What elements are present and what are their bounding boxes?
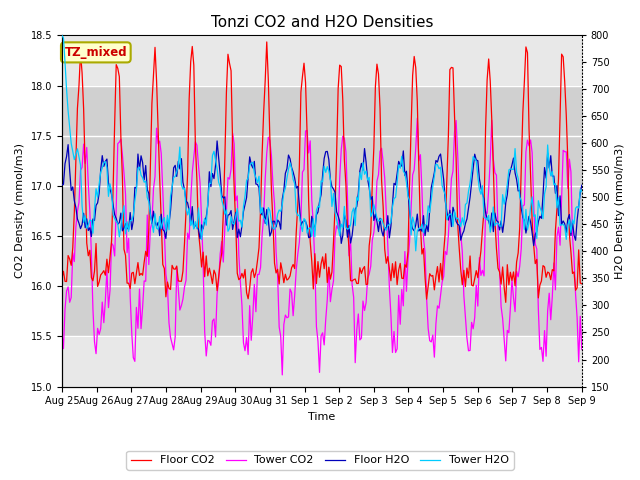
Floor H2O <box>215 155 223 161</box>
Floor H2O <box>64 142 72 147</box>
Floor CO2 <box>485 56 493 62</box>
Floor H2O <box>491 210 499 216</box>
Tower H2O <box>578 189 586 194</box>
Y-axis label: H2O Density (mmol/m3): H2O Density (mmol/m3) <box>615 143 625 279</box>
Floor H2O <box>213 138 221 144</box>
Tower CO2 <box>413 115 421 121</box>
X-axis label: Time: Time <box>308 412 335 422</box>
Tower H2O <box>412 248 420 254</box>
Floor CO2 <box>263 39 271 45</box>
Tower CO2 <box>213 291 221 297</box>
Title: Tonzi CO2 and H2O Densities: Tonzi CO2 and H2O Densities <box>211 15 433 30</box>
Line: Floor H2O: Floor H2O <box>62 141 582 246</box>
Y-axis label: CO2 Density (mmol/m3): CO2 Density (mmol/m3) <box>15 144 25 278</box>
Tower CO2 <box>64 284 72 290</box>
Tower CO2 <box>493 172 500 178</box>
Floor CO2 <box>58 276 66 281</box>
Bar <box>62 85 582 336</box>
Tower CO2 <box>173 265 180 271</box>
Tower H2O <box>173 169 180 175</box>
Tower CO2 <box>278 372 286 378</box>
Tower H2O <box>485 213 493 218</box>
Tower CO2 <box>58 329 66 335</box>
Floor CO2 <box>578 281 586 287</box>
Floor H2O <box>351 206 359 212</box>
Tower CO2 <box>351 360 359 366</box>
Tower H2O <box>350 205 358 211</box>
Floor H2O <box>173 174 180 180</box>
Floor CO2 <box>213 288 221 293</box>
Floor CO2 <box>502 300 509 305</box>
Floor CO2 <box>351 276 359 282</box>
Tower H2O <box>58 33 66 38</box>
Tower CO2 <box>486 157 494 163</box>
Floor CO2 <box>173 263 180 269</box>
Floor CO2 <box>491 216 499 222</box>
Floor H2O <box>58 182 66 188</box>
Line: Tower H2O: Tower H2O <box>62 36 582 251</box>
Floor H2O <box>578 182 586 188</box>
Line: Tower CO2: Tower CO2 <box>62 118 582 375</box>
Tower CO2 <box>578 347 586 352</box>
Floor CO2 <box>64 252 72 258</box>
Line: Floor CO2: Floor CO2 <box>62 42 582 302</box>
Tower H2O <box>64 108 72 114</box>
Floor H2O <box>485 218 493 224</box>
Text: TZ_mixed: TZ_mixed <box>65 46 127 59</box>
Floor H2O <box>530 243 538 249</box>
Tower H2O <box>491 223 499 228</box>
Legend: Floor CO2, Tower CO2, Floor H2O, Tower H2O: Floor CO2, Tower CO2, Floor H2O, Tower H… <box>126 451 514 469</box>
Tower H2O <box>213 166 221 171</box>
